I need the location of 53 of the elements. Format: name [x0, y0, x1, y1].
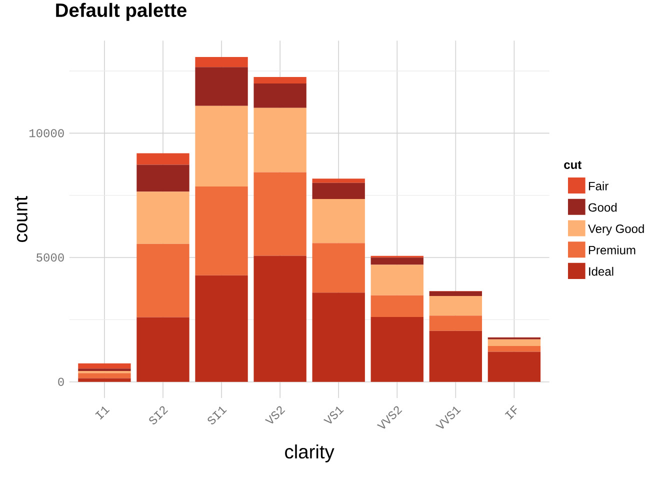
bar — [370, 317, 424, 382]
bar — [254, 172, 306, 256]
bar — [312, 198, 365, 244]
x-tick-label: VS1 — [323, 406, 344, 424]
bar — [429, 330, 482, 382]
chart-title: Default palette — [56, 2, 186, 21]
bar — [136, 164, 190, 192]
bar — [488, 346, 541, 352]
bar — [312, 182, 365, 199]
y-tick-label: 10000 — [29, 129, 64, 138]
bar — [254, 77, 306, 84]
bar — [136, 244, 190, 318]
x-tick-label: SI2 — [149, 406, 168, 424]
bar — [78, 368, 131, 372]
legend-label: Very Good — [588, 224, 644, 236]
x-tick-label: SI1 — [208, 406, 227, 424]
bar — [195, 186, 248, 276]
bar — [195, 275, 248, 382]
x-tick-label: IF — [504, 405, 517, 420]
bar — [195, 67, 248, 106]
bar — [312, 243, 365, 293]
bar — [312, 292, 365, 382]
bar — [136, 153, 190, 165]
legend-label: Good — [588, 202, 617, 212]
bar — [488, 352, 541, 382]
y-tick-label: 5000 — [36, 253, 64, 262]
bar — [195, 56, 248, 68]
x-tick-label: I1 — [95, 406, 110, 420]
legend-label: Fair — [588, 182, 608, 190]
bar — [370, 295, 424, 318]
bar — [78, 373, 131, 378]
bar — [254, 256, 306, 382]
bar — [429, 291, 482, 296]
bar — [254, 108, 306, 172]
x-axis-title: clarity — [285, 444, 334, 462]
bar — [78, 378, 131, 382]
x-tick-label: VS2 — [264, 406, 286, 424]
y-axis-title: count — [14, 196, 28, 242]
legend-label: Premium — [588, 246, 636, 254]
bar — [312, 178, 365, 183]
bar — [136, 317, 190, 382]
bar — [254, 84, 306, 108]
bar — [488, 339, 541, 346]
legend-label: Ideal — [589, 266, 614, 276]
y-tick-label: 0 — [58, 378, 64, 386]
bar — [78, 363, 131, 369]
bar — [370, 264, 424, 296]
bar — [195, 106, 248, 186]
bar — [429, 296, 482, 316]
bar — [370, 258, 424, 265]
bar — [429, 316, 482, 331]
legend-title: cut — [564, 161, 582, 170]
bar — [136, 192, 190, 244]
